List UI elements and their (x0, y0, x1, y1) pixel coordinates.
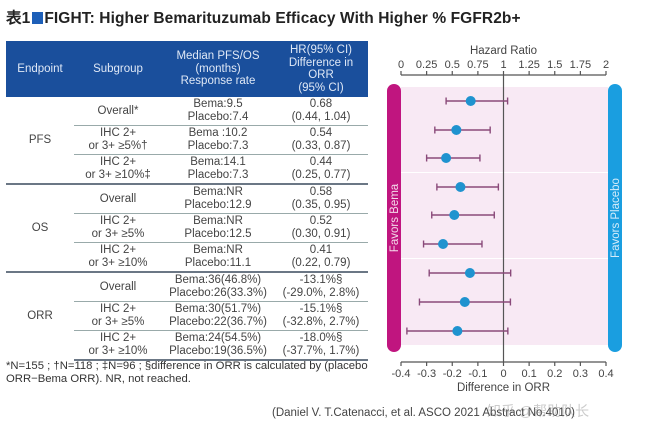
point-estimate (459, 297, 470, 307)
point-estimate (452, 326, 463, 336)
header-median: Median PFS/OS (months) Response rate (162, 41, 274, 97)
favors-bema-bar (387, 84, 401, 352)
median-cell: Bema:36(46.8%) Placebo:26(33.3%) (162, 271, 274, 302)
forest-row-os (431, 210, 495, 220)
median-cell: Bema :10.2 Placebo:7.3 (162, 125, 274, 155)
median-cell: Bema:9.5 Placebo:7.4 (187, 98, 249, 123)
point-estimate (451, 125, 462, 135)
orr-difference-tick-label: 0.4 (598, 368, 613, 380)
header-hr: HR(95% CI) Difference in ORR (95% CI) (274, 41, 368, 97)
median-cell: Bema:NR Placebo:11.1 (162, 242, 274, 272)
favors-placebo-label: Favors Placebo (610, 178, 622, 258)
median-cell: Bema:30(51.7%) Placebo:22(36.7%) (162, 301, 274, 331)
forest-row-pfs (425, 153, 481, 163)
hazard-ratio-tick-label: 0.25 (416, 59, 437, 71)
group-band-pfs (401, 87, 608, 172)
title-prefix: 表1 (6, 10, 31, 27)
table-row: IHC 2+ or 3+ ≥5%† Bema :10.2 Placebo:7.3 0.5… (6, 125, 368, 155)
table-row: IHC 2+ or 3+ ≥5% Bema:30(51.7%) Placebo:22(… (6, 301, 368, 331)
subgroup-cell: Overall (74, 271, 162, 302)
estimate-cell: 0.68 (0.44, 1.04) (291, 98, 351, 123)
forest-row-orr (406, 326, 509, 336)
hazard-ratio-tick-label: 2 (603, 59, 609, 71)
forest-row-orr (418, 297, 512, 307)
median-cell: Bema:24(54.5%) Placebo:19(36.5%) (162, 330, 274, 361)
forest-row-os (422, 239, 483, 249)
orr-difference-tick-label: -0.4 (392, 368, 411, 380)
orr-difference-tick-label: -0.2 (443, 368, 462, 380)
point-estimate (464, 268, 475, 278)
hazard-ratio-tick-label: 1.5 (547, 59, 562, 71)
point-estimate (455, 182, 466, 192)
median-cell: Bema:NR Placebo:12.9 (162, 183, 274, 214)
endpoint-cell: ORR (6, 271, 74, 360)
table-row: PFS Overall* Bema:9.5 Placebo:7.4 0.68 (0.44,… (6, 97, 368, 146)
forest-row-orr (428, 268, 512, 278)
orr-difference-axis-title: Difference in ORR (457, 382, 550, 394)
favors-bema-label: Favors Bema (389, 183, 401, 252)
favors-placebo-bar (608, 84, 622, 352)
point-estimate (441, 153, 452, 163)
title-text: FIGHT: Higher Bemarituzumab Efficacy Wit… (44, 10, 521, 27)
header-subgroup: Subgroup (74, 41, 162, 97)
median-cell: Bema:NR Placebo:12.5 (162, 213, 274, 243)
forest-row-pfs (445, 96, 509, 106)
endpoint-cell: PFS (28, 133, 52, 146)
subgroup-cell: IHC 2+ or 3+ ≥10% (74, 330, 162, 361)
estimate-cell: -13.1%§ (-29.0%, 2.8%) (274, 271, 368, 302)
median-cell: Bema:14.1 Placebo:7.3 (162, 154, 274, 184)
point-estimate (438, 239, 449, 249)
subgroup-cell: IHC 2+ or 3+ ≥5%† (74, 125, 162, 155)
estimate-cell: 0.44 (0.25, 0.77) (274, 154, 368, 184)
table-row: IHC 2+ or 3+ ≥10%‡ Bema:14.1 Placebo:7.3 0.4… (6, 154, 368, 184)
table-row: ORR Overall Bema:36(46.8%) Placebo:26(33.3%… (6, 271, 368, 360)
header-endpoint: Endpoint (6, 41, 74, 97)
citation: (Daniel V. T.Catenacci, et al. ASCO 2021… (272, 407, 576, 419)
hazard-ratio-tick-label: 0.5 (445, 59, 460, 71)
subgroup-cell: IHC 2+ or 3+ ≥5% (74, 213, 162, 243)
forest-row-os (436, 182, 500, 192)
hazard-ratio-tick-label: 0 (398, 59, 404, 71)
table-row: IHC 2+ or 3+ ≥10% Bema:NR Placebo:11.1 0.41(… (6, 242, 368, 272)
orr-difference-tick-label: 0 (500, 368, 506, 380)
point-estimate (449, 210, 460, 220)
subgroup-cell: IHC 2+ or 3+ ≥10%‡ (74, 154, 162, 184)
hazard-ratio-tick-label: 0.75 (467, 59, 488, 71)
forest-row-pfs (434, 125, 491, 135)
hazard-ratio-axis-title: Hazard Ratio (470, 45, 537, 57)
subgroup-cell: IHC 2+ or 3+ ≥10% (74, 242, 162, 272)
estimate-cell: 0.52 (0.30, 0.91) (274, 213, 368, 243)
subgroup-cell: IHC 2+ or 3+ ≥5% (74, 301, 162, 331)
estimate-cell: 0.58 (0.35, 0.95) (274, 183, 368, 214)
table-row: IHC 2+ or 3+ ≥10% Bema:24(54.5%) Placebo:19… (6, 330, 368, 361)
endpoint-cell: OS (6, 183, 74, 272)
watermark: 知乎 @帮助队长 (487, 403, 590, 419)
hazard-ratio-tick-label: 1 (500, 59, 506, 71)
orr-difference-tick-label: 0.1 (521, 368, 536, 380)
results-table: Endpoint Subgroup Median PFS/OS (months)… (6, 41, 368, 361)
point-estimate (465, 96, 476, 106)
table-header-row: Endpoint Subgroup Median PFS/OS (months)… (6, 41, 368, 97)
estimate-cell: -18.0%§ (-37.7%, 1.7%) (274, 330, 368, 361)
table-row: IHC 2+ or 3+ ≥5% Bema:NR Placebo:12.5 0.52 (0… (6, 213, 368, 243)
orr-difference-tick-label: 0.2 (547, 368, 562, 380)
hazard-ratio-tick-label: 1.75 (570, 59, 591, 71)
subgroup-cell: Overall* (97, 104, 139, 117)
title-square-icon (32, 12, 44, 24)
estimate-cell: -15.1%§ (-32.8%, 2.7%) (274, 301, 368, 331)
estimate-cell: 0.54 (0.33, 0.87) (274, 125, 368, 155)
orr-difference-tick-label: -0.3 (417, 368, 436, 380)
footnote: *N=155 ; †N=118 ; ‡N=96 ; §difference in… (6, 360, 368, 385)
orr-difference-tick-label: 0.3 (573, 368, 588, 380)
hazard-ratio-tick-label: 1.25 (518, 59, 539, 71)
table-row: OS Overall Bema:NR Placebo:12.9 0.58 (0.35, 0… (6, 183, 368, 272)
orr-difference-tick-label: -0.1 (468, 368, 487, 380)
subgroup-cell: Overall (74, 183, 162, 214)
estimate-cell: 0.41 (0.22, 0.79) (274, 242, 368, 272)
figure-title: 表1 FIGHT: Higher Bemarituzumab Efficacy W… (6, 6, 521, 28)
